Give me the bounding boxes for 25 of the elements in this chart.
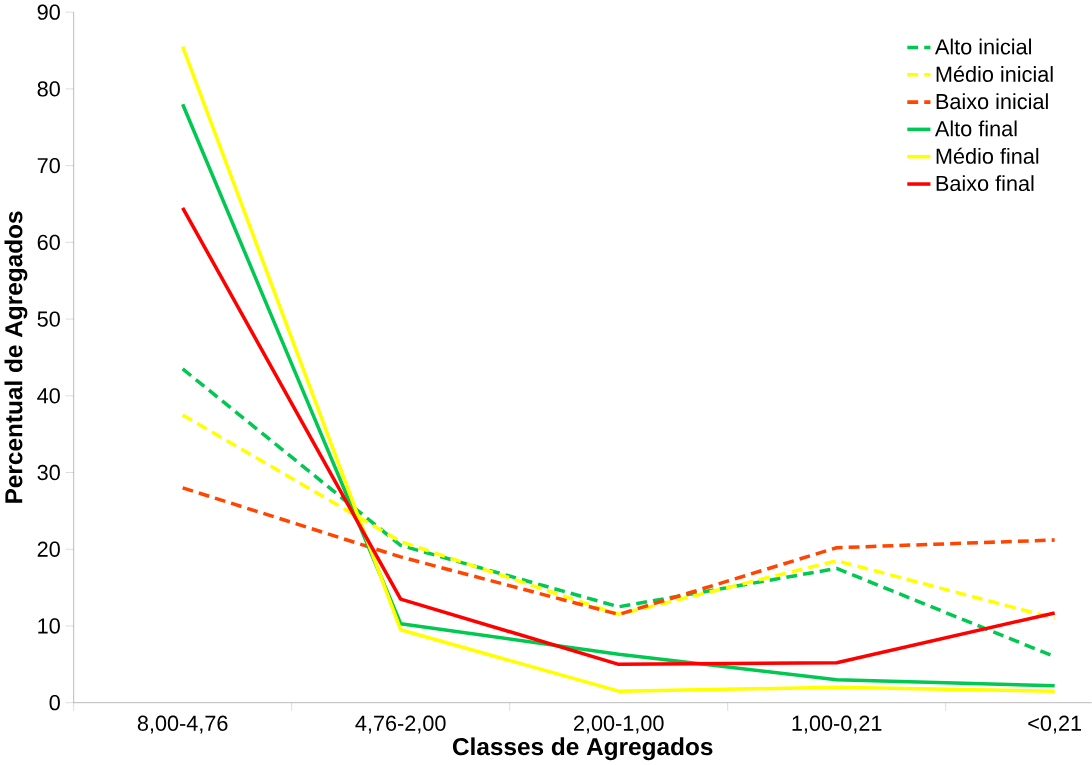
y-tick-label: 30 [37,464,60,481]
y-tick-label: 50 [37,311,60,327]
line-series [180,486,1057,617]
x-tick-label: 1,00-0,21 [792,715,882,734]
y-tick-label: 80 [37,81,60,97]
legend-label: Baixo inicial [936,93,1048,110]
legend-label: Médio final [936,147,1039,165]
x-tick-label: 4,76-2,00 [355,715,446,734]
y-tick-label: 60 [37,234,60,251]
x-axis-title: Classes de Agregados [452,737,713,761]
line-series [180,206,1057,667]
x-tick-label: 8,00-4,76 [137,715,228,734]
legend-label: Alto final [934,120,1017,137]
legend-label: Médio inicial [936,65,1053,83]
y-tick-label: 20 [37,541,60,558]
y-tick-label: 90 [37,4,60,20]
legend-label: Alto inicial [934,38,1031,55]
y-tick-label: 10 [38,618,60,634]
y-tick-label: 0 [49,695,60,711]
legend-label: Baixo final [936,175,1034,192]
x-tick-label: <0,21 [1028,715,1082,734]
x-tick-label: 2,00-1,00 [573,715,664,734]
y-axis-title: Percentual de Agregados [4,211,28,503]
y-tick-label: 70 [37,158,60,174]
y-tick-label: 40 [37,388,60,404]
